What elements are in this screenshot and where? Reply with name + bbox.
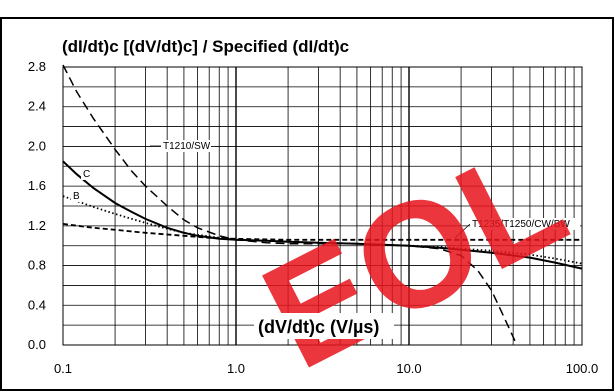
x-tick-label: 0.1 <box>54 361 72 376</box>
annotations: T1210/SW CB T1235/T1250/CW/BW <box>71 140 580 239</box>
annotation-bg <box>470 218 580 230</box>
x-axis-label-box: (dV/dt)c (V/µs) <box>254 313 394 339</box>
annotation-label: T1210/SW <box>163 141 211 152</box>
x-axis-label: (dV/dt)c (V/µs) <box>258 317 379 337</box>
y-tick-label: 2.0 <box>28 138 46 153</box>
annotation-label: T1235/T1250/CW/BW <box>472 219 570 230</box>
series-lines <box>62 64 583 346</box>
series-line <box>62 223 582 241</box>
y-tick-label: 1.2 <box>28 218 46 233</box>
y-tick-label: 0.0 <box>28 337 46 352</box>
series-line <box>62 64 518 346</box>
y-tick-label: 2.8 <box>28 59 46 74</box>
annotation-bg <box>81 168 91 180</box>
y-tick-label: 0.4 <box>28 297 46 312</box>
x-tick-label: 1.0 <box>227 361 245 376</box>
y-tick-labels: 0.0 0.4 0.8 1.2 1.6 2.0 2.4 2.8 <box>28 59 46 352</box>
annotation-bg <box>161 140 211 152</box>
y-tick-label: 0.8 <box>28 258 46 273</box>
x-tick-labels: 0.1 1.0 10.0 100.0 <box>54 361 598 376</box>
annotation-leader <box>454 223 471 239</box>
series-line <box>62 160 583 270</box>
annotation-label: B <box>73 191 80 202</box>
x-tick-label: 10.0 <box>396 361 421 376</box>
annotation-label: C <box>83 169 90 180</box>
y-tick-label: 2.4 <box>28 99 46 114</box>
annotation-bg <box>71 190 81 202</box>
x-tick-label: 100.0 <box>566 361 599 376</box>
y-tick-label: 1.6 <box>28 178 46 193</box>
grid <box>62 66 583 346</box>
chart-title: (dI/dt)c [(dV/dt)c] / Specified (dI/dt)c <box>62 37 349 56</box>
